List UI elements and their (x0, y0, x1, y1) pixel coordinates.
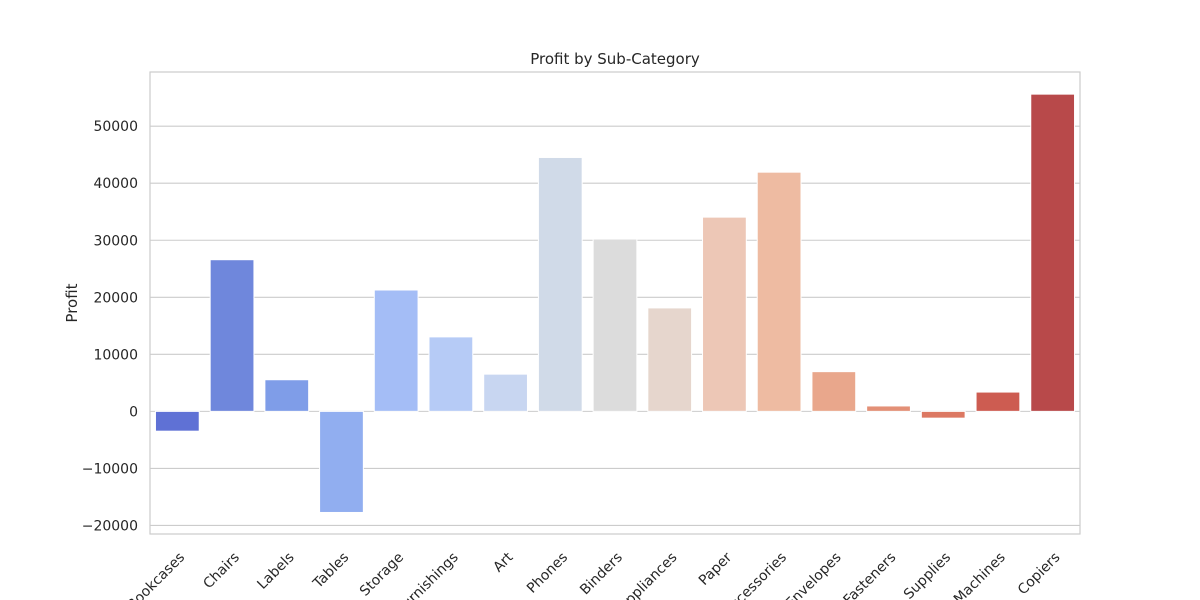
y-tick-label: 20000 (93, 290, 138, 306)
x-tick-label: Paper (696, 549, 736, 589)
bar-appliances (647, 307, 693, 412)
y-tick-label: 40000 (93, 176, 138, 192)
y-tick-label: 50000 (93, 119, 138, 135)
x-tick-label: Bookcases (124, 550, 188, 600)
bar-machines (975, 391, 1021, 412)
y-axis-label: Profit (63, 283, 81, 322)
x-tick-label: Binders (577, 550, 626, 599)
bar-fasteners (866, 405, 911, 412)
plot-frame (149, 71, 1081, 535)
bar-storage (373, 289, 419, 412)
x-tick-label: Labels (254, 550, 297, 593)
y-tick-label: −20000 (82, 518, 138, 534)
bars (154, 93, 1076, 513)
bar-phones (537, 156, 583, 412)
y-tick-label: 30000 (93, 233, 138, 249)
bar-tables (319, 410, 364, 513)
x-tick-label: Furnishings (394, 550, 462, 600)
y-tick-label: 0 (129, 404, 138, 420)
x-tick-label: Art (490, 549, 516, 575)
bar-furnishings (428, 336, 474, 412)
bar-accessories (756, 171, 802, 412)
x-tick-label: Supplies (901, 550, 954, 600)
bar-art (483, 373, 528, 412)
bar-binders (592, 238, 638, 412)
bar-chairs (209, 259, 255, 412)
bar-supplies (920, 410, 966, 419)
y-tick-label: −10000 (82, 461, 138, 477)
bar-labels (264, 379, 310, 412)
x-tick-label: Copiers (1015, 550, 1064, 599)
x-tick-label: Machines (951, 550, 1009, 600)
x-tick-label: Appliances (615, 550, 680, 600)
y-tick-label: 10000 (93, 347, 138, 363)
x-tick-label: Phones (524, 550, 571, 597)
x-tick-label: Fasteners (840, 550, 899, 600)
x-tick-label: Chairs (200, 550, 243, 593)
bar-paper (702, 216, 747, 412)
bar-envelopes (811, 371, 857, 412)
bar-copiers (1030, 93, 1076, 412)
x-tick-label: Storage (357, 550, 407, 600)
bar-bookcases (154, 410, 200, 432)
chart-title: Profit by Sub-Category (530, 50, 700, 68)
y-tick-labels: −20000 −10000 0 10000 20000 30000 40000 50000 (82, 119, 138, 534)
x-tick-labels: Bookcases Chairs Labels Tables StorageFurnis… (124, 549, 1063, 600)
x-tick-label: Tables (310, 550, 353, 593)
x-tick-label: Envelopes (783, 550, 845, 600)
